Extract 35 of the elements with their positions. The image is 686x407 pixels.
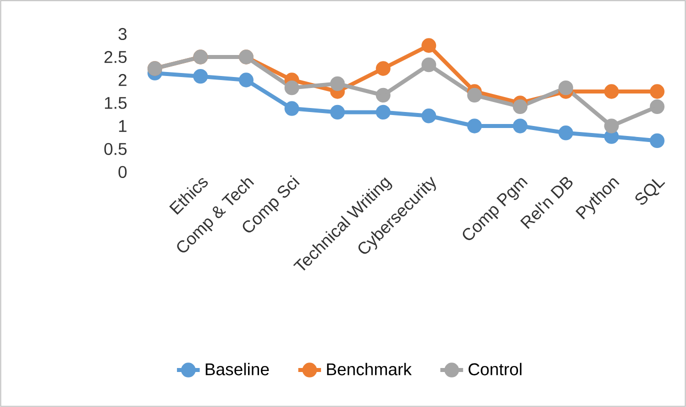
point bbox=[558, 80, 574, 96]
point bbox=[604, 118, 619, 134]
point bbox=[422, 57, 436, 72]
point bbox=[650, 84, 664, 99]
y-tick-label: 2 bbox=[118, 74, 126, 86]
point bbox=[604, 129, 619, 144]
point bbox=[284, 80, 300, 96]
point bbox=[558, 126, 574, 140]
point bbox=[650, 133, 664, 148]
point bbox=[604, 84, 619, 99]
point bbox=[330, 104, 345, 120]
point bbox=[512, 118, 528, 134]
point bbox=[422, 108, 436, 124]
point bbox=[330, 76, 345, 92]
point bbox=[238, 72, 254, 88]
y-tick-label: 0.5 bbox=[104, 142, 127, 156]
point bbox=[650, 99, 664, 114]
y-tick-label: 2.5 bbox=[104, 50, 127, 64]
point bbox=[284, 101, 300, 116]
point bbox=[376, 61, 390, 76]
legend-label: Control bbox=[468, 362, 522, 376]
point bbox=[512, 99, 528, 114]
point bbox=[193, 68, 208, 84]
y-tick-label: 1 bbox=[119, 120, 126, 132]
point bbox=[467, 88, 482, 103]
point bbox=[376, 88, 390, 103]
legend-label: Baseline bbox=[206, 362, 269, 376]
x-tick-label: SQL bbox=[635, 178, 666, 205]
point bbox=[422, 38, 436, 53]
y-tick-label: 0 bbox=[118, 166, 127, 178]
point bbox=[467, 118, 482, 134]
y-tick-label: 1.5 bbox=[104, 97, 127, 109]
y-tick-label: 3 bbox=[118, 28, 127, 40]
legend-label: Benchmark bbox=[327, 362, 412, 376]
point bbox=[376, 104, 390, 120]
